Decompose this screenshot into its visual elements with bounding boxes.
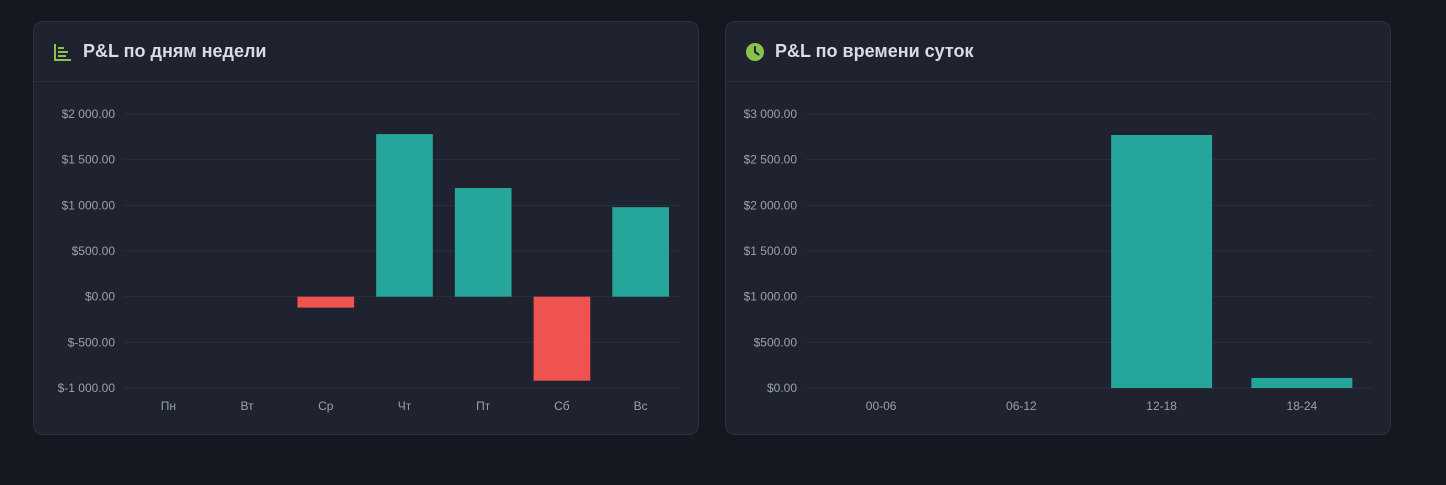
x-tick-label: Чт — [398, 399, 412, 413]
y-tick-label: $500.00 — [754, 335, 798, 349]
y-tick-label: $2 000.00 — [62, 107, 116, 121]
y-tick-label: $0.00 — [767, 381, 797, 395]
y-tick-label: $-500.00 — [68, 335, 116, 349]
y-tick-label: $3 000.00 — [744, 107, 798, 121]
card-header: P&L по дням недели — [34, 22, 698, 82]
x-tick-label: 06-12 — [1006, 399, 1037, 413]
x-tick-label: 18-24 — [1287, 399, 1318, 413]
y-tick-label: $1 000.00 — [62, 198, 116, 212]
bar-18-24 — [1251, 377, 1353, 388]
y-tick-label: $2 500.00 — [744, 153, 798, 167]
weekday-pnl-chart: $2 000.00 $1 500.00 $1 000.00 $500.00 $0.00 $… — [58, 107, 680, 413]
x-tick-label: Пт — [476, 399, 491, 413]
x-tick-label: 12-18 — [1146, 399, 1177, 413]
x-tick-label: Сб — [554, 399, 570, 413]
card-title: P&L по времени суток — [775, 41, 974, 61]
x-tick-label: Пн — [161, 399, 176, 413]
card-header: P&L по времени суток — [726, 22, 1390, 82]
clock-icon — [745, 42, 765, 62]
bar-Ср — [297, 296, 355, 308]
y-tick-label: $500.00 — [72, 244, 116, 258]
bar-Вс — [612, 207, 669, 297]
bar-Сб — [533, 296, 591, 381]
x-tick-label: Вт — [241, 399, 255, 413]
y-tick-label: $2 000.00 — [744, 198, 798, 212]
x-tick-label: Ср — [318, 399, 334, 413]
bar-12-18 — [1111, 135, 1213, 388]
y-tick-label: $1 000.00 — [744, 290, 798, 304]
bar-Пт — [454, 187, 512, 297]
y-tick-label: $1 500.00 — [744, 244, 798, 258]
bar-chart-icon — [53, 42, 73, 62]
y-tick-label: $0.00 — [85, 290, 115, 304]
time-of-day-pnl-chart: $3 000.00 $2 500.00 $2 000.00 $1 500.00 $1 0… — [744, 107, 1372, 413]
y-tick-label: $-1 000.00 — [58, 381, 116, 395]
pnl-by-time-card: P&L по времени суток $3 000.00 $2 500.00 $… — [725, 21, 1391, 435]
pnl-by-weekday-card: P&L по дням недели $2 000.00 $1 500.00 $1 … — [33, 21, 699, 435]
x-tick-label: 00-06 — [866, 399, 897, 413]
y-tick-label: $1 500.00 — [62, 153, 116, 167]
x-tick-label: Вс — [634, 399, 648, 413]
bar-Чт — [376, 134, 433, 297]
card-title: P&L по дням недели — [83, 41, 267, 61]
